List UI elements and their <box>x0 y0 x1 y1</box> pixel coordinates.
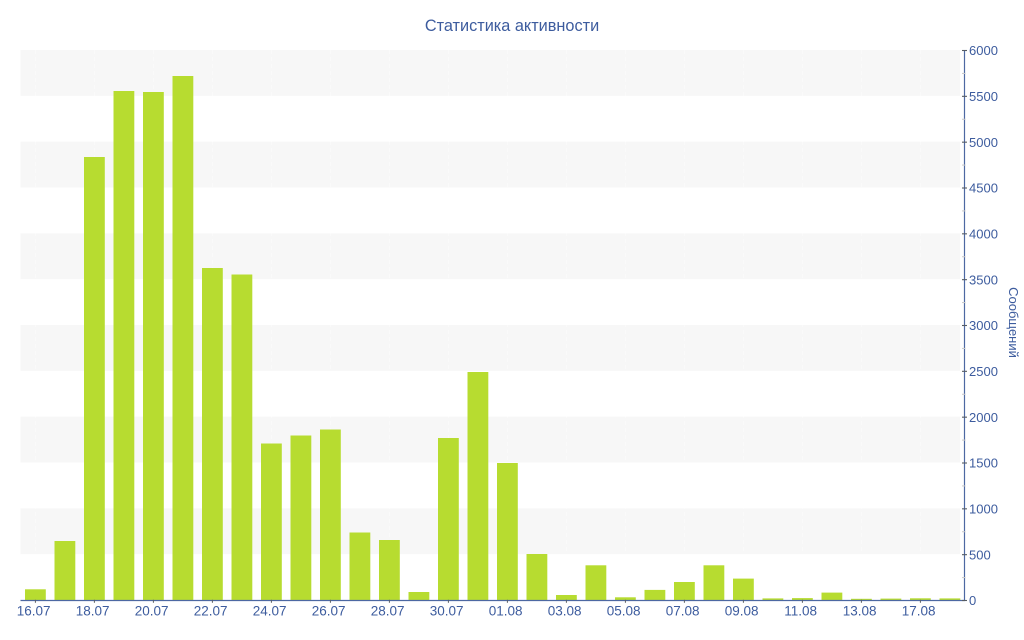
svg-text:09.08: 09.08 <box>725 604 759 619</box>
svg-text:17.08: 17.08 <box>902 604 936 619</box>
svg-text:4500: 4500 <box>969 181 998 196</box>
svg-text:20.07: 20.07 <box>135 604 169 619</box>
svg-text:3500: 3500 <box>969 272 998 287</box>
svg-text:1000: 1000 <box>969 501 998 516</box>
svg-text:05.08: 05.08 <box>607 604 641 619</box>
svg-text:500: 500 <box>969 547 991 562</box>
svg-text:4000: 4000 <box>969 226 998 241</box>
svg-text:1500: 1500 <box>969 456 998 471</box>
svg-text:24.07: 24.07 <box>253 604 287 619</box>
svg-text:07.08: 07.08 <box>666 604 700 619</box>
svg-text:22.07: 22.07 <box>194 604 228 619</box>
svg-text:5500: 5500 <box>969 89 998 104</box>
svg-text:03.08: 03.08 <box>548 604 582 619</box>
svg-text:3000: 3000 <box>969 318 998 333</box>
svg-text:26.07: 26.07 <box>312 604 346 619</box>
svg-text:6000: 6000 <box>969 43 998 58</box>
svg-text:30.07: 30.07 <box>430 604 464 619</box>
svg-text:13.08: 13.08 <box>843 604 877 619</box>
svg-text:Статистика активности: Статистика активности <box>425 17 599 35</box>
svg-text:Сообщений: Сообщений <box>1006 287 1021 358</box>
svg-text:2500: 2500 <box>969 364 998 379</box>
svg-text:28.07: 28.07 <box>371 604 405 619</box>
svg-text:5000: 5000 <box>969 135 998 150</box>
svg-text:2000: 2000 <box>969 410 998 425</box>
svg-text:18.07: 18.07 <box>76 604 110 619</box>
svg-text:01.08: 01.08 <box>489 604 523 619</box>
svg-text:11.08: 11.08 <box>784 604 817 619</box>
svg-text:0: 0 <box>969 593 976 608</box>
svg-text:16.07: 16.07 <box>17 604 51 619</box>
